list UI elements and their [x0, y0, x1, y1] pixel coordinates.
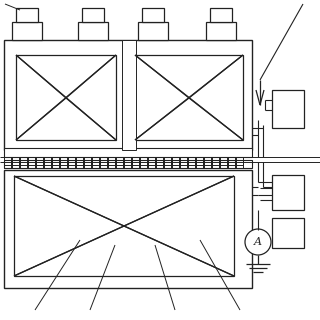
Bar [78, 22, 108, 40]
Bar [272, 175, 304, 210]
Bar [14, 176, 234, 276]
Bar [206, 22, 236, 40]
Bar [4, 148, 252, 157]
Circle shape [245, 229, 271, 255]
Bar [82, 8, 104, 22]
Bar [210, 8, 232, 22]
Bar [12, 22, 42, 40]
Text: A: A [254, 237, 262, 247]
Bar [16, 8, 38, 22]
Bar [138, 22, 168, 40]
Bar [272, 90, 304, 128]
Bar [4, 160, 252, 168]
Bar [135, 55, 243, 140]
Bar [4, 170, 252, 288]
Bar [16, 55, 116, 140]
Bar [4, 40, 252, 150]
Bar [272, 218, 304, 248]
Bar [122, 40, 136, 150]
Bar [142, 8, 164, 22]
